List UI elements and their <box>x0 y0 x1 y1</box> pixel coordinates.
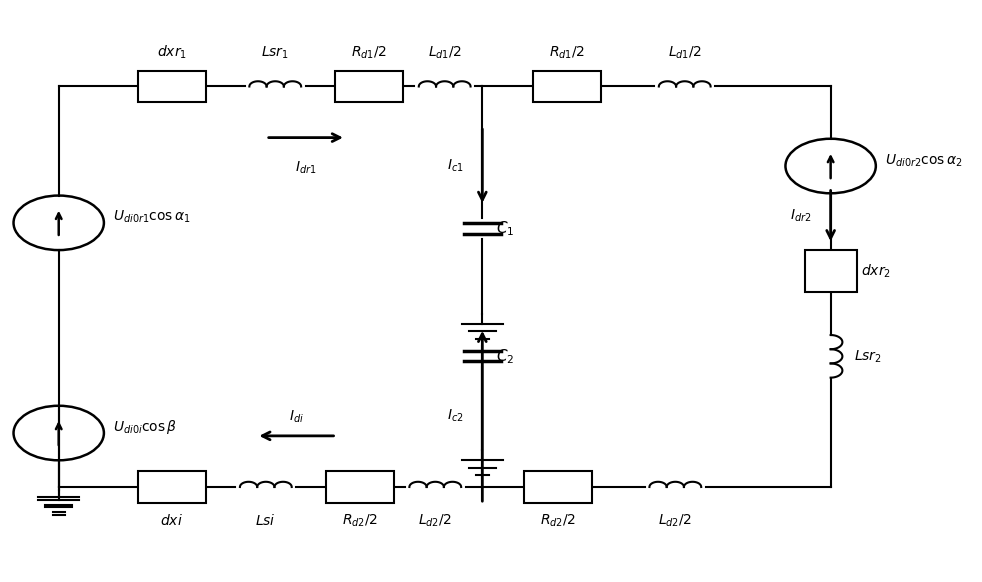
Bar <box>336 71 404 102</box>
Text: $R_{d1}/2$: $R_{d1}/2$ <box>549 44 585 61</box>
Text: $I_{c2}$: $I_{c2}$ <box>447 408 464 424</box>
Text: $dxi$: $dxi$ <box>160 513 183 527</box>
Text: $R_{d2}/2$: $R_{d2}/2$ <box>342 513 378 529</box>
Text: $I_{c1}$: $I_{c1}$ <box>447 158 464 174</box>
Text: $L_{d1}/2$: $L_{d1}/2$ <box>428 44 462 61</box>
Bar <box>805 250 856 292</box>
Text: $L_{d1}/2$: $L_{d1}/2$ <box>668 44 702 61</box>
Text: $L_{d2}/2$: $L_{d2}/2$ <box>418 513 453 529</box>
Text: $I_{di}$: $I_{di}$ <box>289 408 303 424</box>
Text: $Lsi$: $Lsi$ <box>255 513 276 527</box>
Text: $U_{di0r1}\cos\alpha_1$: $U_{di0r1}\cos\alpha_1$ <box>113 209 191 225</box>
Bar <box>137 471 205 503</box>
Text: $C_2$: $C_2$ <box>497 347 515 365</box>
Text: $dxr_2$: $dxr_2$ <box>861 262 891 280</box>
Bar <box>137 71 205 102</box>
Text: $I_{dr1}$: $I_{dr1}$ <box>295 159 316 176</box>
Bar <box>326 471 394 503</box>
Bar <box>523 471 591 503</box>
Text: $L_{d2}/2$: $L_{d2}/2$ <box>658 513 692 529</box>
Text: $I_{dr2}$: $I_{dr2}$ <box>791 208 812 224</box>
Text: $U_{di0i}\cos\beta$: $U_{di0i}\cos\beta$ <box>113 418 178 436</box>
Text: $Lsr_1$: $Lsr_1$ <box>261 44 289 61</box>
Text: $R_{d1}/2$: $R_{d1}/2$ <box>352 44 387 61</box>
Text: $Lsr_2$: $Lsr_2$ <box>854 348 882 364</box>
Text: $dxr_1$: $dxr_1$ <box>157 44 187 61</box>
Text: $U_{di0r2}\cos\alpha_2$: $U_{di0r2}\cos\alpha_2$ <box>885 152 963 169</box>
Text: $R_{d2}/2$: $R_{d2}/2$ <box>540 513 575 529</box>
Text: $C_1$: $C_1$ <box>497 219 515 238</box>
Bar <box>533 71 601 102</box>
